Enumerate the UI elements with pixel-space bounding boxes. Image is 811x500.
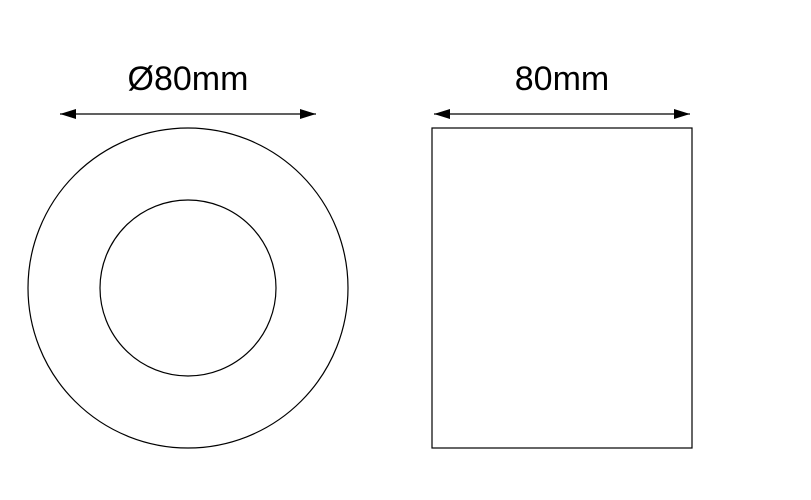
side-rectangle [432, 128, 692, 448]
drawing-svg [0, 0, 811, 500]
outer-circle [28, 128, 348, 448]
width-dimension-arrow-left [434, 109, 450, 119]
width-dimension-arrow-right [674, 109, 690, 119]
diameter-dimension-arrow-left [60, 109, 76, 119]
diameter-dimension-arrow-right [300, 109, 316, 119]
inner-circle [100, 200, 276, 376]
technical-drawing: Ø80mm 80mm [0, 0, 811, 500]
